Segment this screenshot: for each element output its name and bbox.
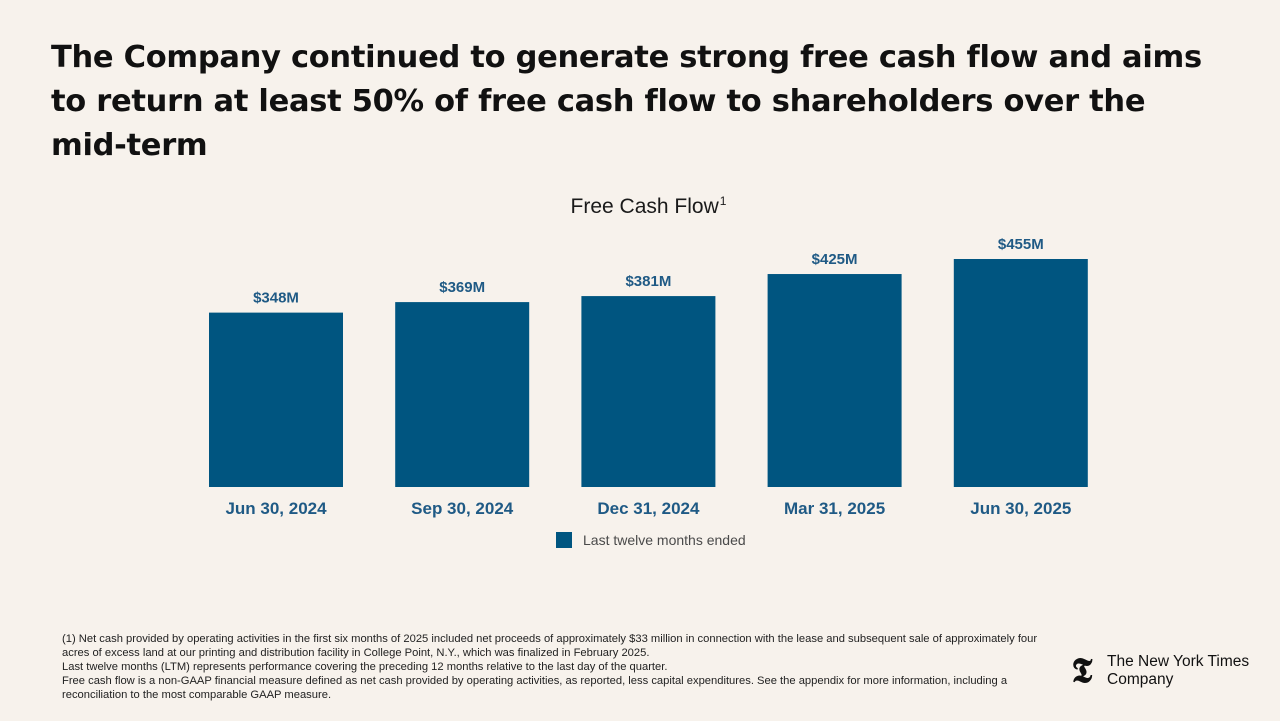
bar-0 bbox=[209, 312, 343, 487]
legend-label: Last twelve months ended bbox=[583, 532, 746, 548]
company-name-line1: The New York Times bbox=[1107, 653, 1250, 670]
bar-chart: $348M Jun 30, 2024 $369M Sep 30, 2024 $381M D… bbox=[209, 236, 1088, 518]
bar-1 bbox=[395, 302, 530, 487]
category-label-3: Mar 31, 2025 bbox=[784, 499, 885, 518]
footnote-ltm: Last twelve months (LTM) represents perf… bbox=[62, 661, 668, 673]
chart-legend: Last twelve months ended bbox=[556, 532, 746, 548]
category-label-2: Dec 31, 2024 bbox=[597, 499, 700, 518]
slide-title: The Company continued to generate strong… bbox=[51, 40, 1202, 163]
footnote-fcf-definition: Free cash flow is a non-GAAP financial m… bbox=[62, 675, 1008, 701]
chart-title: Free Cash Flow1 bbox=[0, 194, 1280, 219]
bar-value-label-1: $369M bbox=[439, 279, 485, 296]
chart-title-text: Free Cash Flow bbox=[570, 195, 719, 218]
bar-4 bbox=[953, 259, 1088, 487]
category-label-0: Jun 30, 2024 bbox=[225, 499, 327, 518]
company-name: The New York Times Company bbox=[1107, 653, 1249, 689]
category-label-1: Sep 30, 2024 bbox=[411, 499, 514, 518]
bar-2 bbox=[581, 296, 716, 487]
company-logo: 𝕿 The New York Times Company bbox=[1066, 651, 1250, 691]
company-name-line2: Company bbox=[1107, 671, 1174, 688]
bar-value-label-3: $425M bbox=[812, 251, 858, 268]
bar-value-label-0: $348M bbox=[253, 290, 299, 307]
chart-title-footnote-marker: 1 bbox=[719, 194, 727, 208]
category-label-4: Jun 30, 2025 bbox=[970, 499, 1071, 518]
footnote-1: (1) Net cash provided by operating activ… bbox=[62, 633, 1038, 659]
legend-swatch bbox=[556, 532, 572, 548]
bar-value-label-4: $455M bbox=[998, 236, 1044, 253]
bar-value-label-2: $381M bbox=[625, 273, 671, 290]
bar-3 bbox=[767, 274, 902, 487]
nyt-t-logo-icon: 𝕿 bbox=[1071, 651, 1093, 691]
footnotes: (1) Net cash provided by operating activ… bbox=[62, 632, 1062, 702]
